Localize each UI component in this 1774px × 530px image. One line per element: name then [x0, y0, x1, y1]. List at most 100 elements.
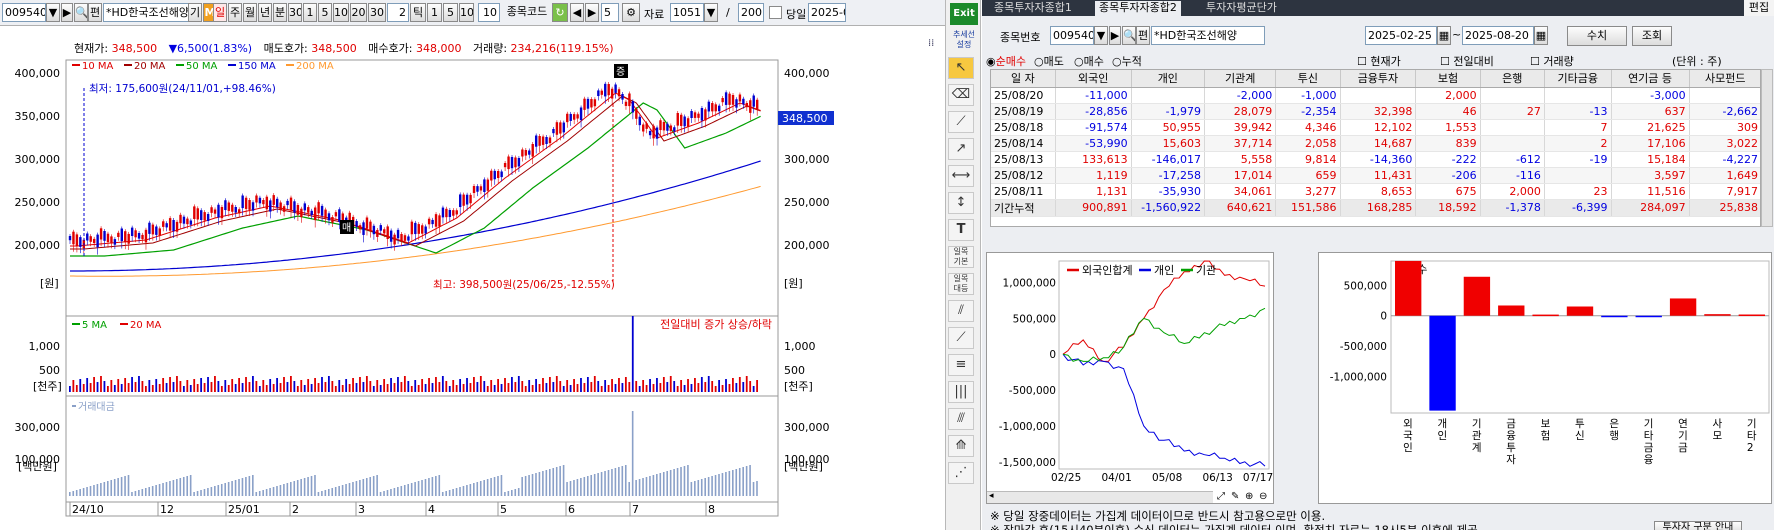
right-code-dropdown-icon[interactable]: ▼	[1094, 26, 1108, 45]
code-dropdown-icon[interactable]: ▼	[46, 3, 60, 22]
edit-button[interactable]: 편	[88, 3, 102, 22]
fibonacci-retrace-icon[interactable]: ≡	[948, 354, 974, 376]
table-row[interactable]: 25/08/19 -28,856 -1,979 28,079 -2,354 32,398 4…	[991, 103, 1760, 120]
zoom-in-icon[interactable]: ⊕	[1245, 491, 1254, 502]
date-input[interactable]: 2025-0	[808, 3, 846, 22]
same-day-checkbox[interactable]	[769, 6, 782, 19]
chart-settings-icon[interactable]: ✎	[1231, 491, 1240, 502]
fibonacci-time-icon[interactable]: |||	[948, 381, 974, 403]
period-button-4[interactable]: 분	[273, 3, 287, 22]
investor-table[interactable]: 일 자 외국인 개인 기관계 투신 금융투자 보험 은행 기타금융 연기금 등 사모펀드 25/08/…	[990, 69, 1761, 227]
eraser-icon[interactable]: ⌫	[948, 84, 974, 106]
right-code-input[interactable]: 009540	[1050, 26, 1094, 45]
speed-line-icon[interactable]: ⋰	[948, 462, 974, 484]
query-button[interactable]: 조회	[1632, 26, 1672, 46]
value-button[interactable]: 수치	[1567, 26, 1627, 46]
scroll-left-icon[interactable]: ◂	[989, 491, 994, 501]
table-row[interactable]: 25/08/18 -91,574 50,955 39,942 4,346 12,102 1,…	[991, 119, 1760, 136]
investor-guide-button[interactable]: 투자자 구분 안내	[1654, 521, 1742, 530]
code-label-button[interactable]: 종목코드	[506, 5, 548, 18]
table-row[interactable]: 25/08/20 -11,000 -2,000 -1,000 2,000 -3,000	[991, 87, 1760, 104]
right-search-icon[interactable]: 🔍	[1122, 26, 1136, 45]
cumulative-line-chart[interactable]: 1,000,000 500,000 0 -500,000 -1,000,000 -1,50…	[986, 252, 1274, 504]
fan-line-icon[interactable]: ⫽	[948, 300, 974, 322]
period-button-10[interactable]: 30	[368, 3, 386, 22]
column-header[interactable]: 연기금 등	[1611, 70, 1690, 88]
radio-2[interactable]: ○매수	[1074, 53, 1104, 69]
search-icon[interactable]: 🔍	[74, 3, 88, 22]
ichimoku-equal-icon[interactable]: 일목 대등	[948, 273, 974, 295]
check-2[interactable]: ☐ 거래량	[1530, 53, 1574, 69]
radio-0[interactable]: ◉순매수	[986, 53, 1026, 69]
tab-investor-avg-price[interactable]: 투자자평균단가	[1206, 1, 1277, 14]
zoom-out-icon[interactable]: ⊖	[1259, 491, 1268, 502]
tick-button-1[interactable]: 5	[443, 3, 458, 22]
play-icon[interactable]: ▶	[585, 3, 599, 22]
gi-button[interactable]: 기	[188, 3, 202, 22]
column-header[interactable]: 투신	[1275, 70, 1341, 88]
column-header[interactable]: 일 자	[991, 70, 1056, 88]
right-next-icon[interactable]: ▶	[1109, 26, 1121, 45]
column-header[interactable]: 금융투자	[1340, 70, 1417, 88]
column-header[interactable]: 개인	[1131, 70, 1206, 88]
column-header[interactable]: 은행	[1480, 70, 1545, 88]
date-from-input[interactable]: 2025-02-25	[1365, 26, 1437, 45]
column-header[interactable]: 기관계	[1204, 70, 1277, 88]
period-button-6[interactable]: 1	[303, 3, 317, 22]
expand-icon[interactable]: ⁞⁞	[928, 38, 935, 49]
column-header[interactable]: 외국인	[1055, 70, 1132, 88]
gear-icon[interactable]: ⚙	[622, 3, 640, 22]
table-row[interactable]: 25/08/13 133,613 -146,017 5,558 9,814 -14,360…	[991, 151, 1760, 168]
exit-button[interactable]: Exit	[950, 3, 978, 25]
cursor-icon[interactable]: ↖	[948, 57, 974, 79]
prev-icon[interactable]: ◀	[570, 3, 584, 22]
refresh-icon[interactable]: ↻	[552, 3, 568, 22]
ichimoku-basic-icon[interactable]: 일목 기본	[948, 246, 974, 268]
column-header[interactable]: 기타금융	[1544, 70, 1612, 88]
horizontal-line-icon[interactable]: ⟷	[948, 165, 974, 187]
check-0[interactable]: ☐ 현재가	[1357, 53, 1401, 69]
data-count-select[interactable]: 1051	[670, 3, 704, 22]
period-button-8[interactable]: 10	[333, 3, 349, 22]
total-input[interactable]: 200	[738, 3, 764, 22]
period-button-1[interactable]: 주	[228, 3, 242, 22]
code-next-icon[interactable]: ▶	[61, 3, 73, 22]
period-button-0[interactable]: 일	[213, 3, 227, 22]
right-edit-button[interactable]: 편	[1136, 26, 1150, 45]
radio-3[interactable]: ○누적	[1112, 53, 1142, 69]
right-stock-name[interactable]: *HD한국조선해양	[1151, 26, 1265, 45]
arrow-line-icon[interactable]: ↗	[948, 138, 974, 160]
gann-fan-icon[interactable]: ⫻	[948, 408, 974, 430]
expand-chart-icon[interactable]: ⤢	[1217, 491, 1225, 502]
tick-button-0[interactable]: 1	[427, 3, 442, 22]
table-row[interactable]: 25/08/14 -53,990 15,603 37,714 2,058 14,687 83…	[991, 135, 1760, 152]
tick-custom-input[interactable]: 10	[478, 3, 500, 22]
tick-input[interactable]: 2	[387, 3, 409, 22]
stock-name-field[interactable]: *HD한국조선해양	[103, 3, 201, 22]
fibonacci-fan-icon[interactable]: ⟋	[948, 327, 974, 349]
vertical-line-icon[interactable]: ↕	[948, 192, 974, 214]
tick-label[interactable]: 틱	[410, 3, 426, 22]
edit-layout-button[interactable]: 편집	[1744, 0, 1774, 16]
count-input[interactable]: 5	[601, 3, 619, 22]
column-header[interactable]: 사모펀드	[1689, 70, 1760, 88]
data-count-dropdown-icon[interactable]: ▼	[704, 3, 718, 22]
price-chart[interactable]: 10 MA 20 MA 50 MA 150 MA 200 MA 400,000 400,00…	[0, 26, 945, 530]
table-scrollbar[interactable]	[1761, 69, 1773, 227]
period-button-3[interactable]: 년	[258, 3, 272, 22]
column-header[interactable]: 보험	[1415, 70, 1481, 88]
date-from-calendar-icon[interactable]: ▦	[1437, 26, 1451, 45]
line-chart-scrollbar[interactable]	[987, 491, 1213, 503]
table-row[interactable]: 25/08/12 1,119 -17,258 17,014 659 11,431 -206-…	[991, 167, 1760, 184]
period-button-2[interactable]: 월	[243, 3, 257, 22]
period-button-9[interactable]: 20	[350, 3, 367, 22]
net-buy-bar-chart[interactable]: 순매수500,0000-500,000-1,000,000외국인개인기관계금융투…	[1318, 252, 1772, 504]
tick-button-2[interactable]: 10	[459, 3, 474, 22]
trend-setting-button[interactable]: 추세선 설정	[952, 30, 976, 49]
check-1[interactable]: ☐ 전일대비	[1440, 53, 1494, 69]
tab-investor-total-2[interactable]: 종목투자자종합2	[1095, 1, 1181, 16]
line-tool-icon[interactable]: ⟋	[948, 111, 974, 133]
period-button-7[interactable]: 5	[318, 3, 332, 22]
tab-investor-total-1[interactable]: 종목투자자종합1	[994, 1, 1072, 14]
table-row[interactable]: 25/08/11 1,131 -35,930 34,061 3,277 8,653 675 2…	[991, 183, 1760, 200]
